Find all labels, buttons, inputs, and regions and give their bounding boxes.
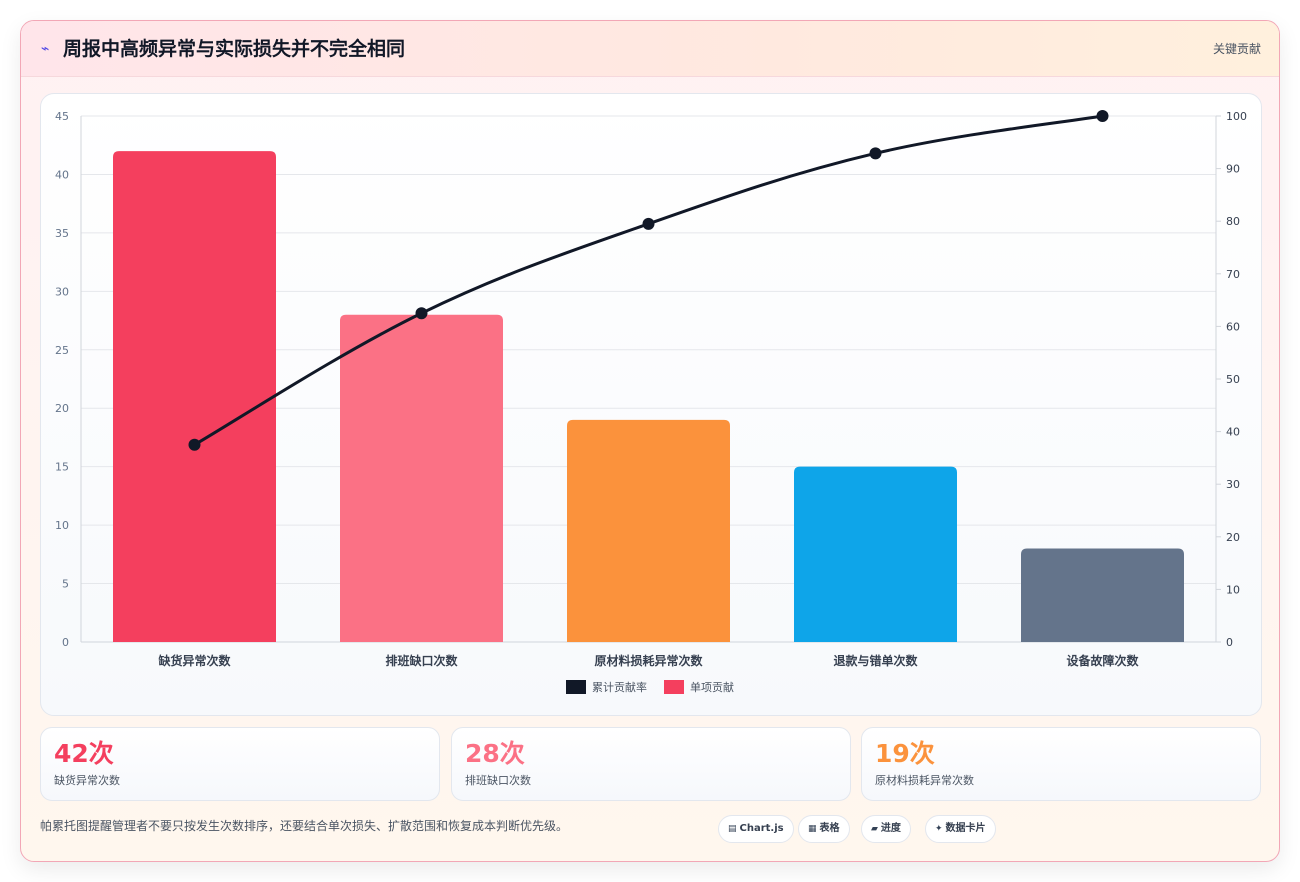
cumulative-point-1 (188, 438, 201, 451)
chip-table[interactable]: ▦ 表格 (798, 815, 850, 843)
chart-icon: ▤ (728, 824, 737, 834)
y-right-tick-label: 70 (1226, 268, 1240, 281)
report-card: ⌁ 周报中高频异常与实际损失并不完全相同 关键贡献 0 5 10 15 20 25 30 35… (20, 20, 1280, 862)
bar-5 (1021, 548, 1184, 642)
stat-value: 19次 (875, 739, 935, 768)
cumulative-point-4 (869, 147, 882, 160)
y-left-tick-label: 30 (55, 285, 69, 298)
y-left-tick-label: 5 (62, 578, 69, 591)
cumulative-point-5 (1096, 110, 1109, 122)
y-right-tick-label: 30 (1226, 478, 1240, 491)
stat-value: 28次 (465, 739, 525, 768)
stat-card-shift-gap: 28次 排班缺口次数 (451, 727, 851, 801)
card-header: ⌁ 周报中高频异常与实际损失并不完全相同 关键贡献 (21, 21, 1279, 77)
table-icon: ▦ (808, 824, 817, 834)
legend-label: 累计贡献率 (592, 680, 647, 694)
legend-swatch (566, 680, 586, 694)
chart-panel: 0 5 10 15 20 25 30 35 40 45 0 10 20 30 40 50 60 70 80 90 100… (40, 93, 1262, 716)
chip-label: 表格 (819, 823, 840, 834)
header-tag: 关键贡献 (1212, 42, 1261, 56)
y-right-tick-label: 50 (1226, 373, 1240, 386)
stat-label: 原材料损耗异常次数 (875, 774, 974, 787)
chip-label: Chart.js (739, 823, 784, 834)
chip-progress[interactable]: ▰ 进度 (861, 815, 911, 843)
y-right-tick-label: 10 (1226, 583, 1240, 596)
x-tick-label: 排班缺口次数 (385, 653, 458, 668)
y-right-tick-label: 80 (1226, 215, 1240, 228)
stat-card-material-loss: 19次 原材料损耗异常次数 (861, 727, 1261, 801)
card-icon: ✦ (935, 824, 943, 834)
y-right-tick-label: 100 (1226, 110, 1247, 123)
y-right-tick-label: 0 (1226, 636, 1233, 649)
bar-3 (567, 419, 730, 642)
y-left-tick-label: 20 (55, 402, 69, 415)
chart-title: 周报中高频异常与实际损失并不完全相同 (63, 38, 406, 60)
stat-card-stockout: 42次 缺货异常次数 (40, 727, 440, 801)
legend-swatch (664, 680, 684, 694)
x-tick-label: 原材料损耗异常次数 (594, 653, 703, 668)
chip-label: 进度 (880, 823, 901, 834)
bar-1 (113, 151, 276, 643)
stat-value: 42次 (54, 739, 114, 768)
y-left-tick-label: 35 (55, 227, 69, 240)
bar-2 (340, 314, 503, 642)
x-tick-label: 设备故障次数 (1066, 653, 1139, 668)
y-left-tick-label: 45 (55, 110, 69, 123)
y-right-tick-label: 60 (1226, 320, 1240, 333)
stat-label: 缺货异常次数 (54, 774, 120, 787)
y-right-tick-label: 20 (1226, 531, 1240, 544)
y-right-tick-label: 40 (1226, 426, 1240, 439)
y-left-tick-label: 0 (62, 636, 69, 649)
y-left-tick-label: 25 (55, 344, 69, 357)
chip-label: 数据卡片 (945, 823, 986, 834)
cumulative-point-3 (642, 217, 655, 230)
bar-4 (794, 466, 957, 642)
cumulative-line (193, 114, 1103, 447)
y-right-tick-label: 90 (1226, 163, 1240, 176)
progress-icon: ▰ (871, 824, 878, 834)
chip-chartjs[interactable]: ▤ Chart.js (718, 815, 794, 843)
chip-data-card[interactable]: ✦ 数据卡片 (925, 815, 996, 843)
stat-label: 排班缺口次数 (465, 774, 531, 787)
x-tick-label: 退款与错单次数 (833, 653, 918, 668)
y-left-tick-label: 10 (55, 519, 69, 532)
lightning-icon: ⌁ (41, 41, 50, 57)
x-tick-label: 缺货异常次数 (158, 653, 231, 668)
footer-note: 帕累托图提醒管理者不要只按发生次数排序，还要结合单次损失、扩散范围和恢复成本判断… (40, 819, 569, 833)
y-left-tick-label: 40 (55, 168, 69, 181)
pareto-chart: 0 5 10 15 20 25 30 35 40 45 0 10 20 30 40 50 60 70 80 90 100… (55, 110, 1247, 694)
cumulative-point-2 (415, 307, 428, 320)
y-left-tick-label: 15 (55, 461, 69, 474)
legend-label: 单项贡献 (690, 680, 734, 694)
